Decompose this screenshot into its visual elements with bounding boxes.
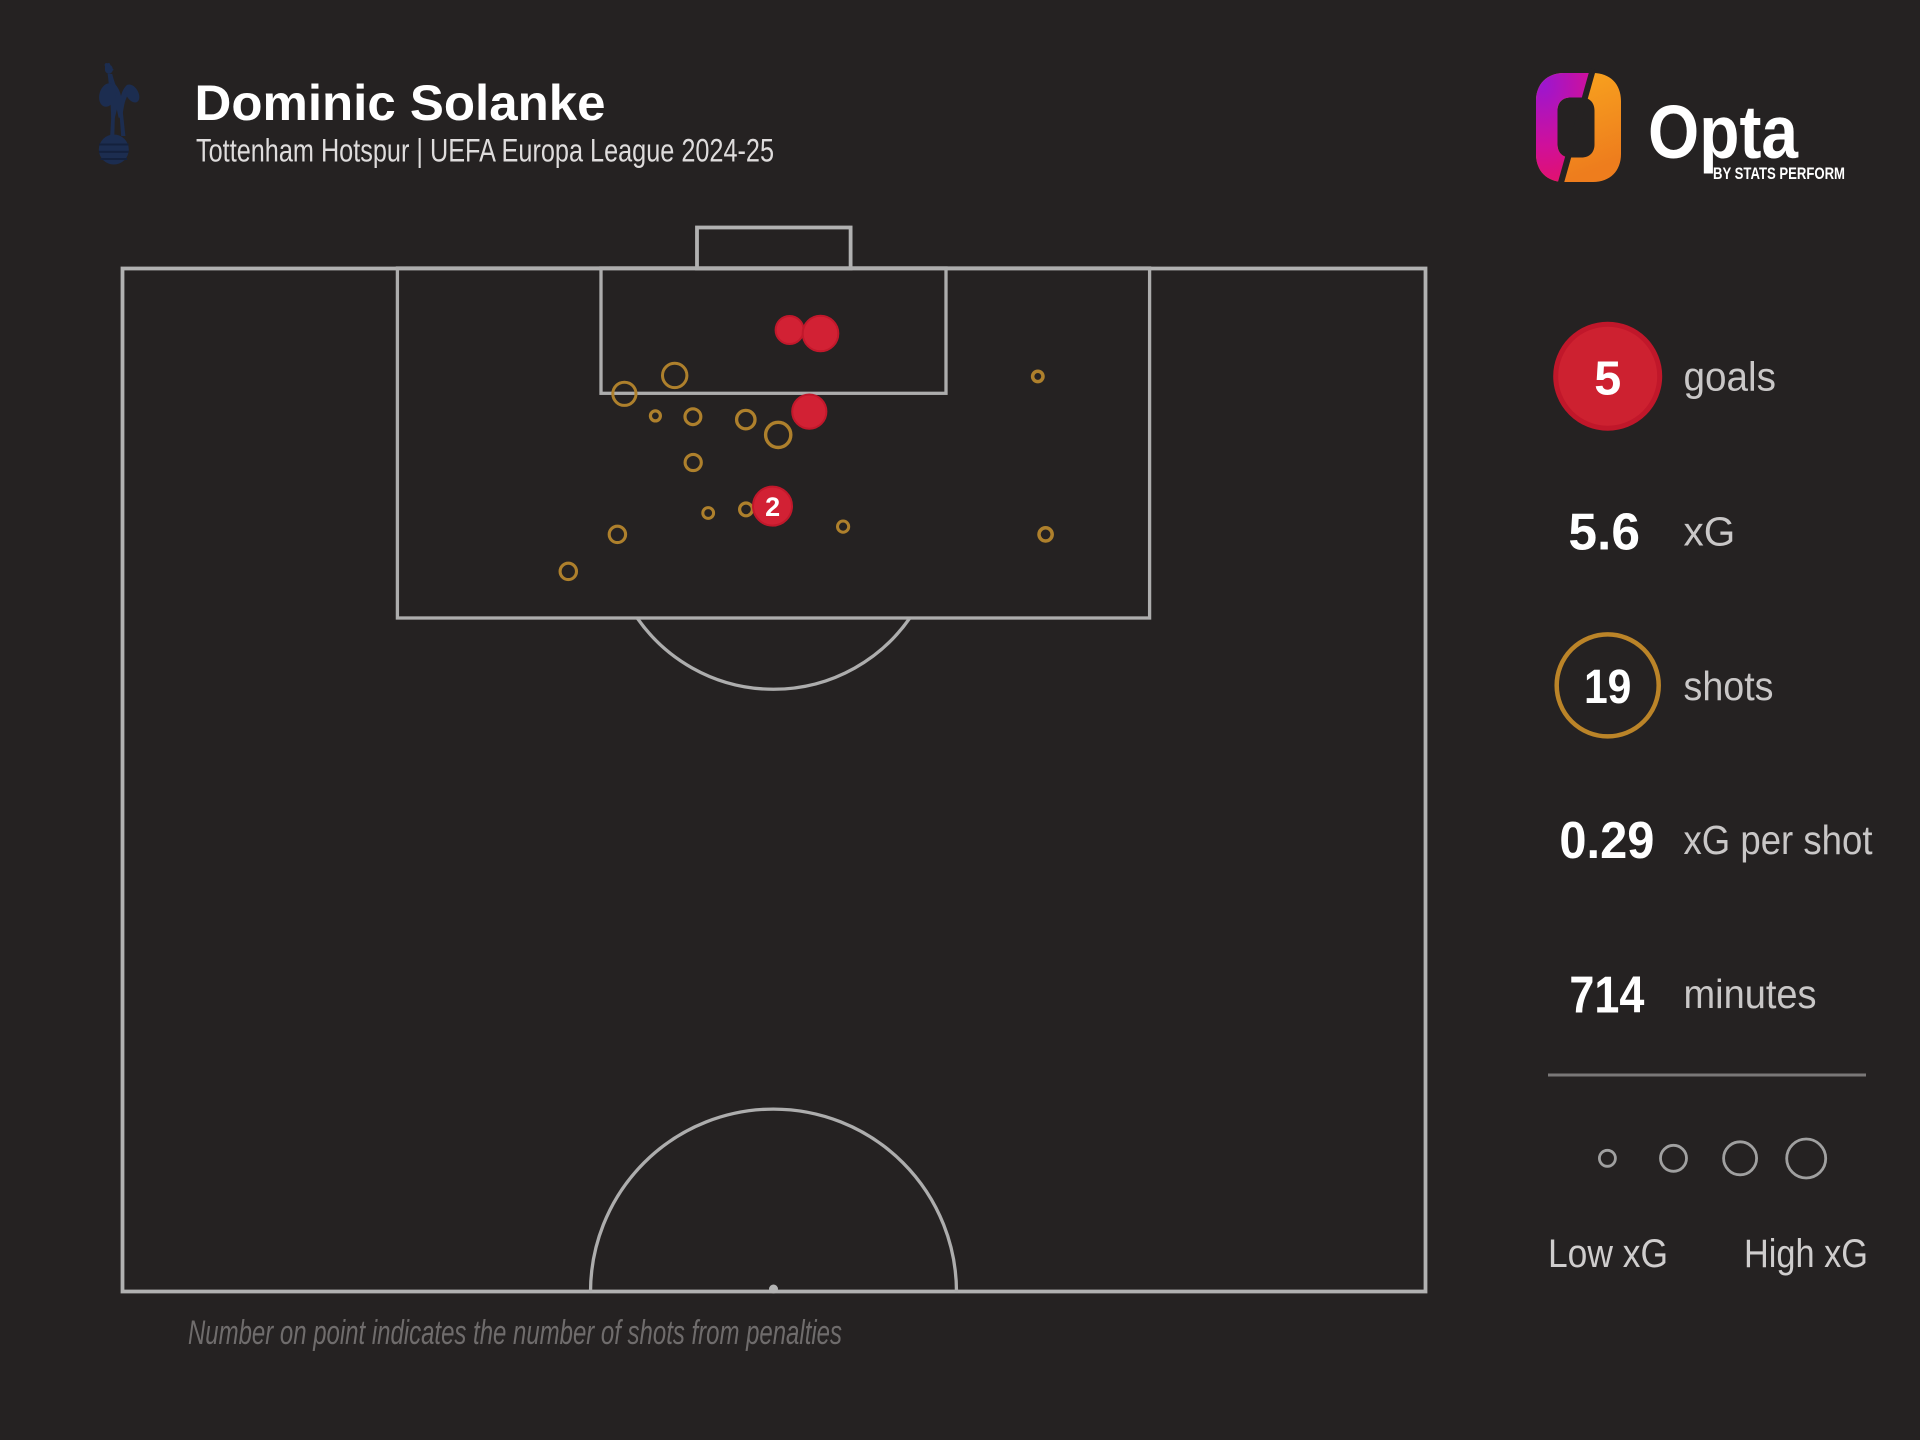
svg-text:2: 2	[765, 492, 780, 522]
svg-text:Tottenham Hotspur | UEFA Europ: Tottenham Hotspur | UEFA Europa League 2…	[196, 133, 774, 169]
svg-text:Number on point indicates the: Number on point indicates the number of …	[188, 1314, 842, 1352]
svg-text:5: 5	[1594, 351, 1621, 405]
svg-text:5.6: 5.6	[1568, 503, 1640, 561]
svg-text:Opta: Opta	[1648, 90, 1799, 174]
svg-text:xG: xG	[1684, 508, 1736, 554]
svg-text:Low xG: Low xG	[1548, 1232, 1668, 1276]
svg-text:minutes: minutes	[1684, 971, 1817, 1017]
svg-text:High xG: High xG	[1744, 1232, 1868, 1276]
svg-text:BY STATS PERFORM: BY STATS PERFORM	[1713, 165, 1845, 183]
svg-text:xG per shot: xG per shot	[1684, 817, 1873, 863]
svg-text:shots: shots	[1684, 663, 1774, 709]
svg-text:714: 714	[1569, 965, 1644, 1023]
svg-text:goals: goals	[1684, 354, 1777, 400]
svg-text:0.29: 0.29	[1559, 811, 1654, 869]
svg-text:Dominic Solanke: Dominic Solanke	[195, 75, 606, 131]
svg-text:19: 19	[1584, 660, 1632, 714]
